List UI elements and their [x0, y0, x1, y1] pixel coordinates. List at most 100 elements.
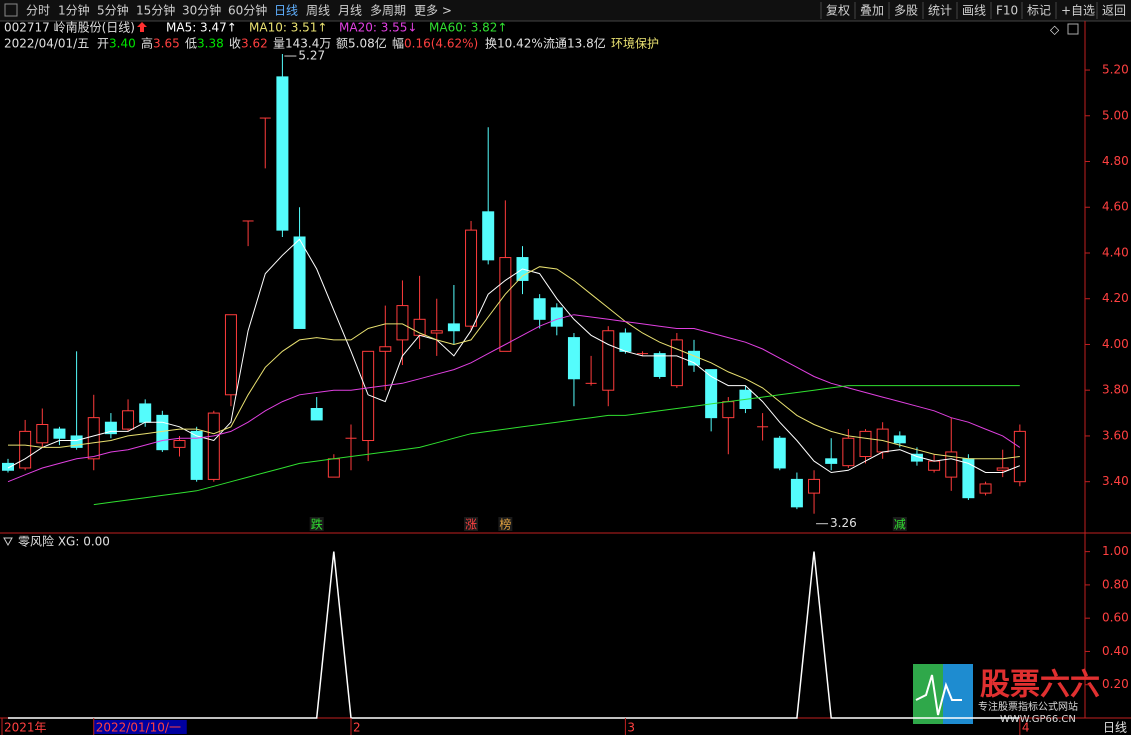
collapse-icon[interactable]	[3, 537, 13, 547]
watermark-title: 股票六六	[980, 668, 1100, 703]
x-label: 2022/01/10/一	[96, 721, 181, 735]
toolbar-tab[interactable]: 月线	[338, 4, 362, 18]
candle-body	[224, 314, 237, 396]
toolbar-tab[interactable]: 分时	[26, 4, 50, 18]
info-item: 3.38	[197, 37, 224, 51]
info-item: 高	[141, 36, 153, 51]
toolbar-tab[interactable]: 15分钟	[136, 3, 175, 18]
toolbar-tab[interactable]: 多周期	[370, 4, 406, 18]
y-tick-label: 4.00	[1102, 337, 1129, 351]
toolbar-button[interactable]: 标记	[1027, 4, 1051, 18]
toolbar-tab[interactable]: 更多 >	[414, 4, 452, 18]
toolbar-button[interactable]: 叠加	[860, 4, 884, 18]
y-tick-label: 4.20	[1102, 291, 1129, 305]
candle-body	[173, 440, 186, 448]
candle-body	[825, 458, 838, 464]
toolbar-button[interactable]: F10	[996, 4, 1018, 18]
x-label: 2021年	[4, 721, 47, 735]
candle-body	[122, 410, 135, 430]
y-tick-label: 5.00	[1102, 108, 1129, 122]
candle-body	[362, 350, 375, 442]
info-item: 3.65	[153, 37, 180, 51]
toolbar-button[interactable]: +自选	[1061, 4, 1095, 18]
marker: 跌	[311, 517, 323, 532]
candle-body	[447, 323, 460, 332]
toolbar-button[interactable]: 复权	[826, 4, 850, 18]
candle-body	[19, 430, 32, 469]
y-tick-label: 3.80	[1102, 383, 1129, 397]
candle-body	[773, 437, 786, 469]
toolbar-button[interactable]: 统计	[928, 4, 952, 18]
indicator-line	[8, 551, 1020, 719]
candle-body	[550, 307, 563, 327]
toolbar-bg	[0, 0, 1131, 21]
toolbar-button[interactable]: 返回	[1102, 4, 1126, 18]
candle-body	[790, 478, 803, 508]
toolbar-tab[interactable]: 日线	[274, 4, 298, 18]
y-tick-label: 0.20	[1102, 677, 1129, 691]
info-item: 换10.42%	[485, 37, 543, 51]
diamond-icon: ◇	[1050, 23, 1060, 37]
y-tick-label: 4.60	[1102, 200, 1129, 214]
candle-body	[482, 211, 495, 261]
candle-body	[327, 458, 340, 478]
ma-line	[93, 385, 1020, 506]
legend-entry: MA10: 3.51↑	[249, 21, 327, 35]
y-tick-label: 4.80	[1102, 154, 1129, 168]
toolbar-tab[interactable]: 周线	[306, 4, 330, 18]
candle-body	[87, 417, 100, 460]
y-tick-label: 5.20	[1102, 63, 1129, 77]
candle-body	[928, 460, 941, 471]
candle-body	[36, 424, 49, 444]
legend-entry: MA20: 3.55↓	[339, 21, 417, 35]
candle-body	[139, 403, 152, 423]
legend-entry: MA5: 3.47↑	[166, 21, 237, 35]
watermark-subtitle: 专注股票指标公式网站	[978, 700, 1078, 713]
watermark: 股票六六 专注股票指标公式网站 WWW.GP66.CN	[913, 664, 1100, 725]
candle-body	[842, 437, 855, 467]
candle-body	[293, 236, 306, 329]
candle-body	[276, 76, 289, 231]
candle-body	[499, 257, 512, 352]
indicator-title: 零风险 XG: 0.00	[18, 534, 110, 549]
candle-body	[808, 478, 821, 494]
legend-entry: MA60: 3.82↑	[429, 21, 507, 35]
candle-body	[722, 401, 735, 419]
info-item: 3.62	[241, 37, 268, 51]
candle-body	[893, 435, 906, 444]
x-label: 3	[627, 721, 635, 735]
candle-body	[533, 298, 546, 320]
watermark-url: WWW.GP66.CN	[1000, 714, 1076, 725]
window-icon[interactable]	[1067, 23, 1079, 35]
up-icon	[137, 22, 147, 32]
candle-body	[945, 451, 958, 478]
candle-body	[979, 483, 992, 494]
info-item: 收	[229, 37, 241, 51]
candle-body	[207, 412, 220, 480]
x-label: 4	[1022, 721, 1030, 735]
candle-body	[2, 462, 14, 471]
candle-body	[465, 229, 478, 327]
toolbar-tab[interactable]: 5分钟	[97, 3, 129, 18]
info-item: 额5.08亿	[336, 36, 387, 51]
y-tick-label: 3.40	[1102, 474, 1129, 488]
candle-body	[962, 458, 975, 499]
toolbar-tab[interactable]: 1分钟	[58, 3, 90, 18]
y-tick-label: 3.60	[1102, 428, 1129, 442]
toolbar-button[interactable]: 画线	[962, 4, 986, 18]
info-item: 3.40	[109, 37, 136, 51]
candle-body	[70, 435, 83, 448]
toolbar-button[interactable]: 多股	[894, 4, 918, 18]
ma-line	[7, 238, 1020, 474]
period-label: 日线	[1103, 721, 1127, 735]
candle-body	[705, 369, 718, 419]
candle-body	[996, 467, 1009, 471]
toolbar-tab[interactable]: 60分钟	[228, 3, 267, 18]
y-tick-label: 1.00	[1102, 544, 1129, 558]
y-tick-label: 0.80	[1102, 577, 1129, 591]
toolbar-tab[interactable]: 30分钟	[182, 3, 221, 18]
candle-body	[310, 408, 323, 421]
menu-icon[interactable]	[4, 3, 18, 17]
marker: 涨	[465, 517, 477, 532]
